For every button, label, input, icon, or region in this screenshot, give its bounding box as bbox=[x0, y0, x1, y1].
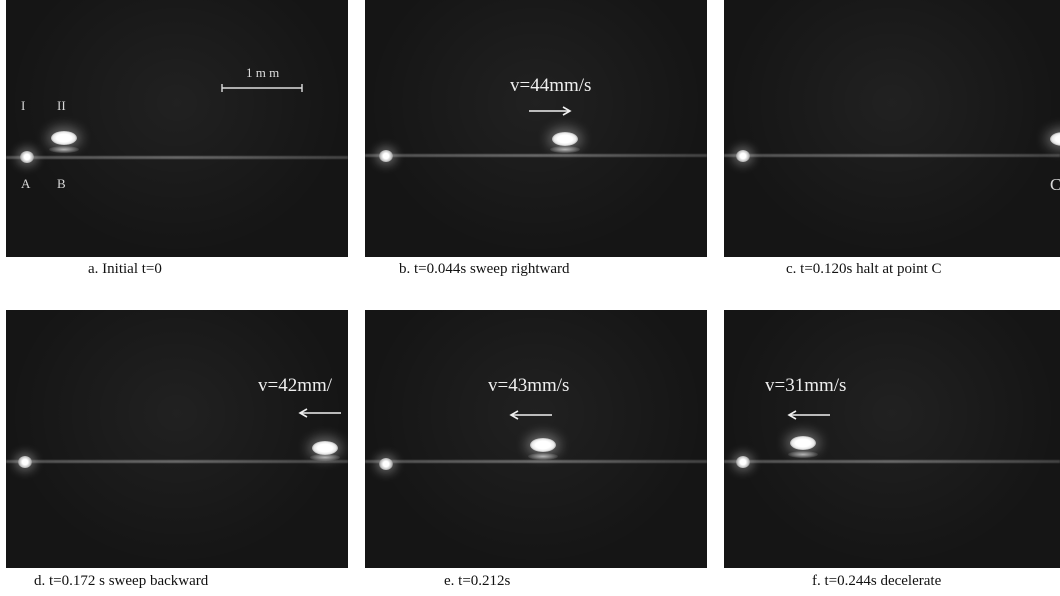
droplet-b bbox=[530, 438, 556, 452]
droplet-b bbox=[552, 132, 578, 146]
panel-e: v=43mm/s bbox=[365, 310, 707, 568]
panel-b: v=44mm/s bbox=[365, 0, 707, 257]
droplet-b bbox=[1050, 132, 1060, 146]
fiber-track bbox=[365, 154, 707, 157]
caption-b: b. t=0.044s sweep rightward bbox=[399, 261, 570, 277]
fiber-track bbox=[724, 460, 1060, 463]
particle-a bbox=[736, 456, 750, 468]
droplet-b bbox=[790, 436, 816, 450]
droplet-b bbox=[312, 441, 338, 455]
droplet-reflection bbox=[528, 453, 558, 460]
particle-a bbox=[379, 150, 393, 162]
particle-a bbox=[379, 458, 393, 470]
label-a: A bbox=[21, 176, 31, 191]
droplet-b bbox=[51, 131, 77, 145]
scale-bar-label: 1 m m bbox=[246, 65, 280, 80]
velocity-label: v=31mm/s bbox=[765, 375, 847, 396]
fiber-track bbox=[365, 460, 707, 463]
label-i: I bbox=[21, 98, 26, 113]
fiber-track bbox=[6, 156, 348, 159]
droplet-reflection bbox=[49, 146, 79, 153]
caption-d: d. t=0.172 s sweep backward bbox=[34, 573, 209, 589]
velocity-label: v=44mm/s bbox=[510, 75, 592, 96]
velocity-label: v=42mm/ bbox=[258, 375, 333, 396]
panel-a: I II A B 1 m m bbox=[6, 0, 348, 257]
arrow-left-icon bbox=[298, 408, 341, 418]
panel-c: C bbox=[724, 0, 1060, 257]
label-b: B bbox=[57, 176, 66, 191]
particle-a bbox=[736, 150, 750, 162]
particle-a bbox=[18, 456, 32, 468]
panel-f: v=31mm/s bbox=[724, 310, 1060, 568]
caption-e: e. t=0.212s bbox=[444, 573, 511, 589]
arrow-left-icon bbox=[787, 410, 830, 420]
scale-bar bbox=[221, 84, 303, 92]
fiber-track bbox=[6, 460, 348, 463]
label-c: C bbox=[1050, 175, 1060, 194]
velocity-label: v=43mm/s bbox=[488, 375, 570, 396]
caption-c: c. t=0.120s halt at point C bbox=[786, 261, 942, 277]
particle-a bbox=[20, 151, 34, 163]
label-ii: II bbox=[57, 98, 66, 113]
caption-f: f. t=0.244s decelerate bbox=[812, 573, 942, 589]
droplet-reflection bbox=[788, 451, 818, 458]
panel-d: v=42mm/ bbox=[6, 310, 348, 568]
fiber-track bbox=[724, 154, 1060, 157]
caption-a: a. Initial t=0 bbox=[88, 261, 162, 277]
droplet-reflection bbox=[550, 146, 580, 153]
droplet-reflection bbox=[310, 454, 340, 461]
arrow-left-icon bbox=[509, 410, 552, 420]
arrow-right-icon bbox=[529, 106, 572, 116]
